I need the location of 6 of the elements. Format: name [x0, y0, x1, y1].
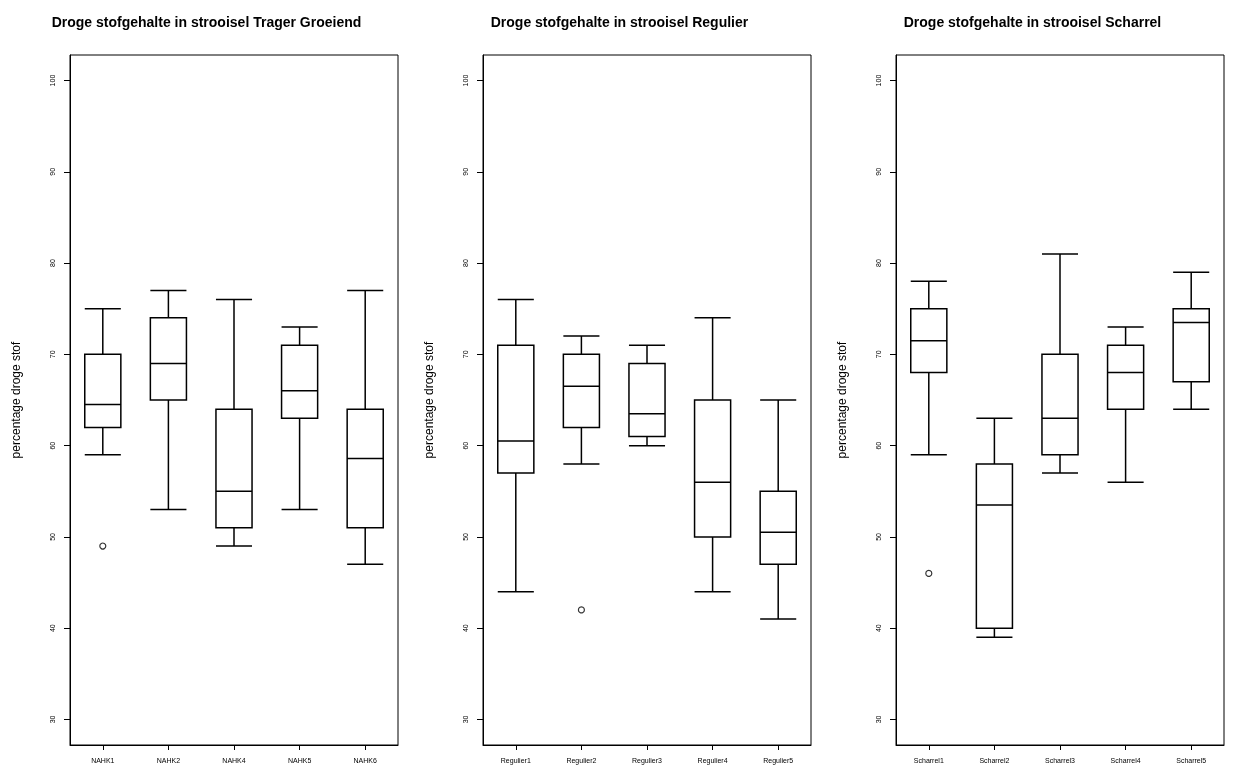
y-axis-title: percentage droge stof: [422, 340, 436, 459]
y-axis-title: percentage droge stof: [9, 340, 23, 459]
chart-title: Droge stofgehalte in strooisel Regulier: [490, 14, 749, 30]
chart-title: Droge stofgehalte in strooisel Scharrel: [903, 14, 1162, 30]
chart-title: Droge stofgehalte in strooisel Trager Groeiend: [51, 14, 362, 30]
y-axis-title: percentage droge stof: [835, 340, 849, 459]
